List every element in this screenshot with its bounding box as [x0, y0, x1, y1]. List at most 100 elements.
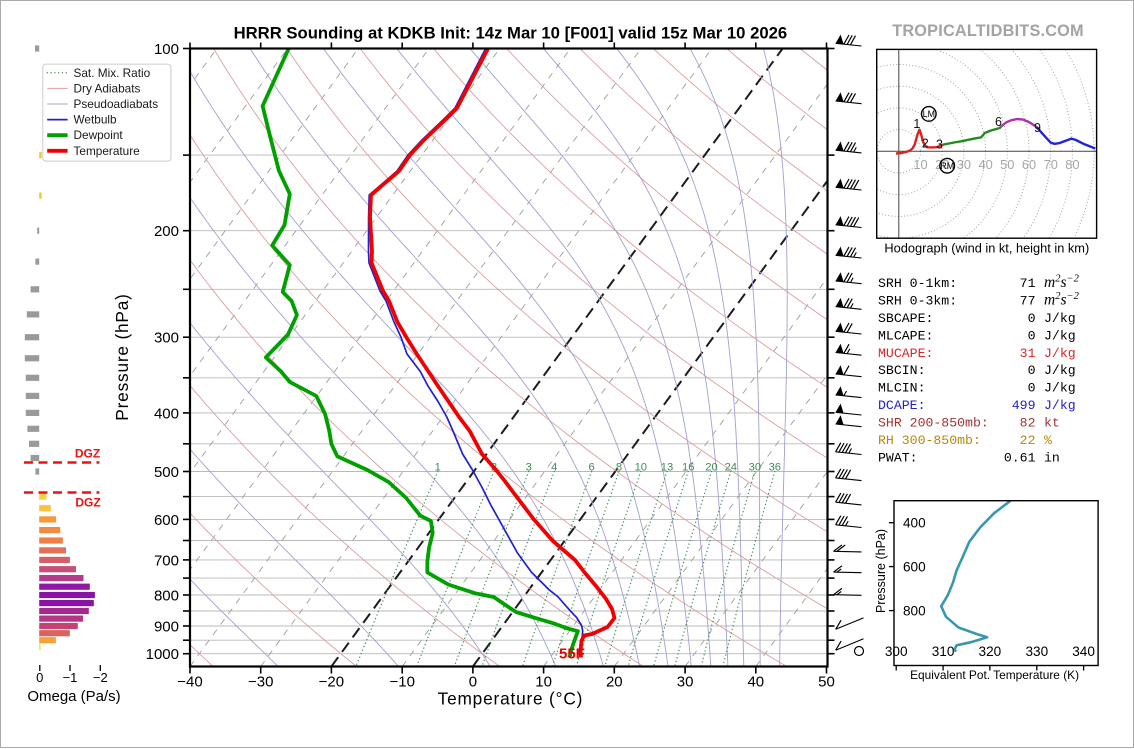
svg-text:SRH 0-3km:: SRH 0-3km:: [878, 293, 957, 308]
svg-text:10: 10: [635, 462, 647, 474]
svg-text:Temperature: Temperature: [74, 144, 141, 158]
svg-text:8: 8: [616, 462, 622, 474]
svg-text:−1: −1: [63, 670, 78, 685]
svg-text:DGZ: DGZ: [75, 496, 100, 510]
svg-text:Omega (Pa/s): Omega (Pa/s): [27, 688, 120, 705]
svg-text:1000: 1000: [146, 646, 179, 663]
svg-text:20: 20: [705, 462, 717, 474]
svg-text:600: 600: [903, 559, 926, 574]
svg-text:9: 9: [1034, 121, 1041, 135]
svg-text:70: 70: [1044, 157, 1058, 172]
svg-text:Dry Adiabats: Dry Adiabats: [74, 81, 141, 95]
svg-text:77: 77: [1020, 293, 1036, 308]
svg-text:%: %: [1044, 433, 1052, 448]
svg-text:6: 6: [995, 115, 1002, 129]
svg-text:J/kg: J/kg: [1044, 346, 1076, 361]
svg-text:Pressure (hPa): Pressure (hPa): [112, 293, 132, 420]
svg-text:J/kg: J/kg: [1044, 328, 1076, 343]
svg-text:330: 330: [1025, 644, 1048, 659]
svg-text:SBCIN:: SBCIN:: [878, 363, 925, 378]
svg-text:−30: −30: [248, 674, 273, 691]
svg-text:320: 320: [979, 644, 1002, 659]
svg-text:800: 800: [903, 603, 926, 618]
svg-text:31: 31: [1020, 346, 1036, 361]
svg-text:55F: 55F: [559, 646, 585, 663]
svg-text:RM: RM: [940, 161, 954, 171]
svg-text:71: 71: [1020, 276, 1036, 291]
svg-text:−40: −40: [177, 674, 202, 691]
svg-text:100: 100: [154, 41, 179, 58]
svg-text:0: 0: [1028, 363, 1036, 378]
svg-text:900: 900: [154, 618, 179, 635]
svg-text:300: 300: [154, 330, 179, 347]
svg-text:SBCAPE:: SBCAPE:: [878, 311, 933, 326]
svg-text:600: 600: [154, 512, 179, 529]
svg-text:−20: −20: [319, 674, 344, 691]
svg-text:1: 1: [435, 462, 441, 474]
svg-text:LM: LM: [923, 109, 935, 119]
svg-text:40: 40: [978, 157, 992, 172]
svg-text:TROPICALTIDBITS.COM: TROPICALTIDBITS.COM: [892, 22, 1084, 40]
svg-text:0: 0: [36, 670, 43, 685]
svg-text:50: 50: [818, 674, 835, 691]
svg-text:DCAPE:: DCAPE:: [878, 398, 925, 413]
svg-text:J/kg: J/kg: [1044, 311, 1076, 326]
svg-text:PWAT:: PWAT:: [878, 450, 918, 465]
svg-text:340: 340: [1072, 644, 1095, 659]
svg-text:60: 60: [1022, 157, 1036, 172]
svg-text:4: 4: [551, 462, 557, 474]
svg-text:0: 0: [1028, 381, 1036, 396]
svg-text:Pressure (hPa): Pressure (hPa): [874, 529, 888, 613]
svg-text:200: 200: [154, 223, 179, 240]
svg-text:−10: −10: [389, 674, 414, 691]
svg-text:Pseudoadiabats: Pseudoadiabats: [74, 97, 159, 111]
svg-text:1: 1: [913, 117, 920, 131]
svg-text:−2: −2: [93, 670, 108, 685]
svg-text:Dewpoint: Dewpoint: [74, 128, 124, 142]
svg-text:30: 30: [677, 674, 694, 691]
svg-text:in: in: [1044, 450, 1060, 465]
svg-text:Hodograph (wind in kt, height: Hodograph (wind in kt, height in km): [884, 241, 1089, 256]
svg-text:SHR 200-850mb:: SHR 200-850mb:: [878, 416, 989, 431]
svg-text:3: 3: [526, 462, 532, 474]
svg-text:22: 22: [1020, 433, 1036, 448]
svg-text:30: 30: [957, 157, 971, 172]
svg-text:Equivalent Pot. Temperature (K: Equivalent Pot. Temperature (K): [910, 668, 1079, 682]
svg-text:16: 16: [682, 462, 694, 474]
svg-text:310: 310: [932, 644, 955, 659]
svg-text:3: 3: [936, 138, 943, 152]
svg-text:13: 13: [661, 462, 673, 474]
svg-text:0: 0: [1028, 328, 1036, 343]
svg-text:10: 10: [913, 157, 927, 172]
svg-text:DGZ: DGZ: [75, 447, 100, 461]
svg-text:400: 400: [154, 405, 179, 422]
svg-text:300: 300: [885, 644, 908, 659]
svg-text:40: 40: [747, 674, 764, 691]
svg-text:J/kg: J/kg: [1044, 363, 1076, 378]
svg-text:24: 24: [725, 462, 737, 474]
svg-text:20: 20: [606, 674, 623, 691]
svg-text:MLCIN:: MLCIN:: [878, 381, 925, 396]
svg-text:Sat. Mix. Ratio: Sat. Mix. Ratio: [74, 66, 151, 80]
svg-text:RH 300-850mb:: RH 300-850mb:: [878, 433, 981, 448]
svg-text:m2s−2: m2s−2: [1044, 274, 1080, 292]
svg-text:MLCAPE:: MLCAPE:: [878, 328, 933, 343]
svg-text:J/kg: J/kg: [1044, 398, 1076, 413]
svg-text:6: 6: [588, 462, 594, 474]
svg-text:kt: kt: [1044, 416, 1060, 431]
svg-text:499: 499: [1012, 398, 1036, 413]
svg-text:HRRR Sounding at KDKB Init: 14: HRRR Sounding at KDKB Init: 14z Mar 10 […: [234, 24, 788, 43]
svg-text:SRH 0-1km:: SRH 0-1km:: [878, 276, 957, 291]
svg-text:400: 400: [903, 516, 926, 531]
svg-text:2: 2: [922, 137, 929, 151]
svg-text:80: 80: [1065, 157, 1079, 172]
svg-text:0.61: 0.61: [1004, 450, 1036, 465]
svg-text:30: 30: [749, 462, 761, 474]
svg-text:0: 0: [1028, 311, 1036, 326]
svg-text:50: 50: [1000, 157, 1014, 172]
svg-text:J/kg: J/kg: [1044, 381, 1076, 396]
svg-text:800: 800: [154, 587, 179, 604]
svg-text:Wetbulb: Wetbulb: [74, 113, 118, 127]
svg-text:MUCAPE:: MUCAPE:: [878, 346, 933, 361]
svg-text:82: 82: [1020, 416, 1036, 431]
